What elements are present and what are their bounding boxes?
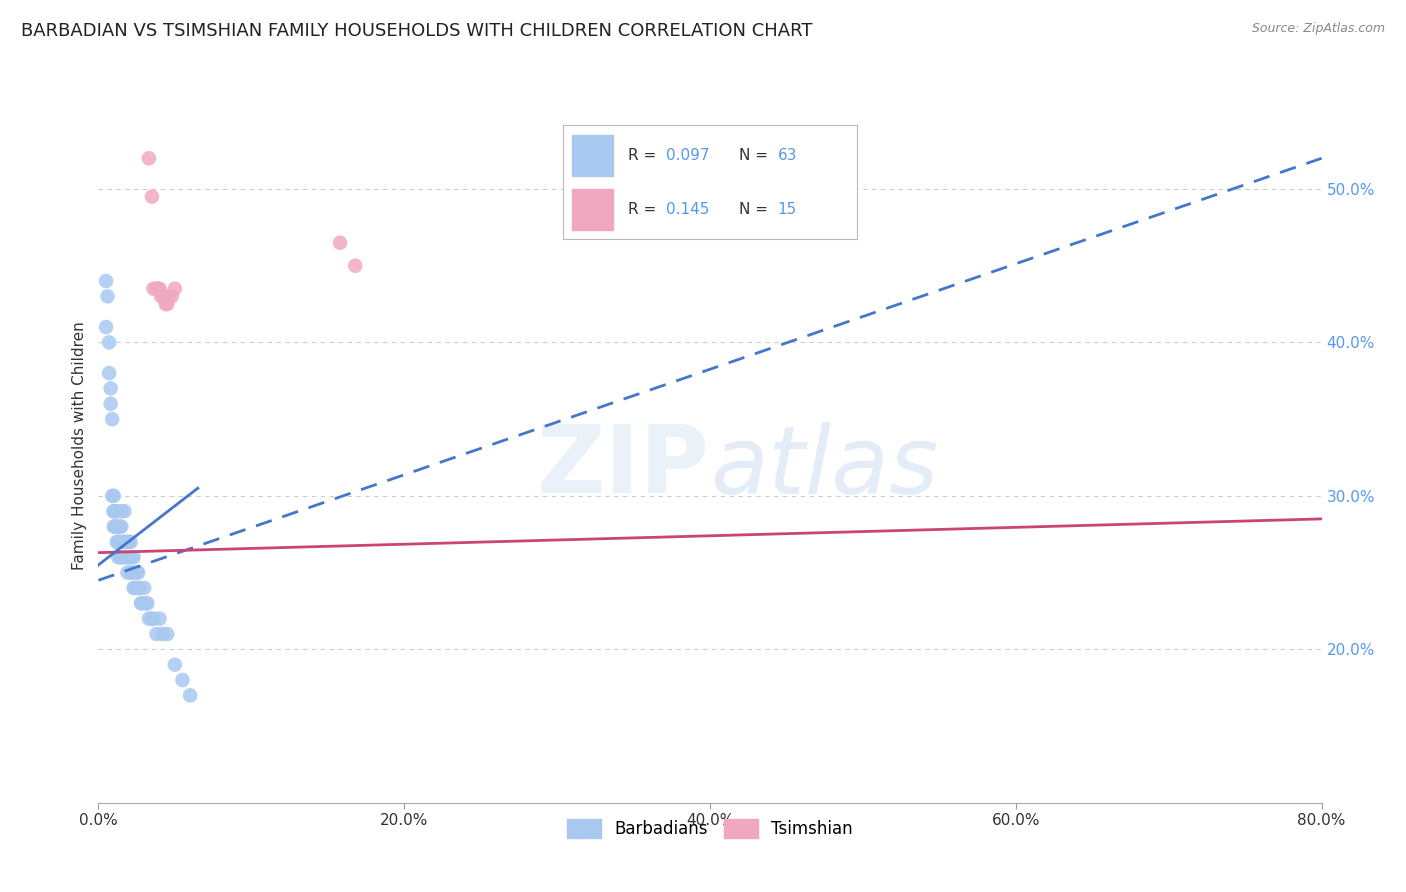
Point bbox=[100, 397, 122, 411]
Point bbox=[108, 550, 131, 565]
Point bbox=[142, 282, 165, 296]
Point bbox=[138, 612, 160, 626]
Point bbox=[108, 519, 131, 533]
Point bbox=[120, 535, 142, 549]
Point bbox=[118, 535, 141, 549]
Point bbox=[121, 550, 143, 565]
Point bbox=[105, 504, 128, 518]
Point bbox=[117, 566, 139, 580]
Point bbox=[105, 535, 128, 549]
Point bbox=[179, 689, 201, 703]
Text: BARBADIAN VS TSIMSHIAN FAMILY HOUSEHOLDS WITH CHILDREN CORRELATION CHART: BARBADIAN VS TSIMSHIAN FAMILY HOUSEHOLDS… bbox=[21, 22, 813, 40]
Point bbox=[111, 535, 134, 549]
Point bbox=[111, 550, 134, 565]
Point bbox=[156, 627, 179, 641]
Point bbox=[128, 581, 150, 595]
Point bbox=[141, 612, 163, 626]
Legend: Barbadians, Tsimshian: Barbadians, Tsimshian bbox=[561, 812, 859, 845]
Point bbox=[127, 581, 149, 595]
Point bbox=[157, 289, 180, 303]
Point bbox=[122, 550, 145, 565]
Point bbox=[110, 504, 132, 518]
Point bbox=[150, 289, 173, 303]
Point bbox=[153, 289, 176, 303]
Point bbox=[156, 297, 179, 311]
Point bbox=[103, 519, 125, 533]
Point bbox=[124, 581, 146, 595]
Point bbox=[127, 566, 149, 580]
Point bbox=[103, 489, 125, 503]
Point bbox=[105, 519, 128, 533]
Text: atlas: atlas bbox=[710, 422, 938, 513]
Point bbox=[120, 566, 142, 580]
Point bbox=[103, 504, 125, 518]
Point bbox=[118, 550, 141, 565]
Point bbox=[146, 282, 169, 296]
Point bbox=[149, 612, 172, 626]
Text: Source: ZipAtlas.com: Source: ZipAtlas.com bbox=[1251, 22, 1385, 36]
Point bbox=[107, 535, 129, 549]
Point bbox=[138, 151, 160, 165]
Point bbox=[110, 550, 132, 565]
Point bbox=[112, 535, 135, 549]
Point bbox=[94, 320, 117, 334]
Point bbox=[107, 535, 129, 549]
Point bbox=[103, 504, 125, 518]
Point bbox=[145, 282, 167, 296]
Point bbox=[129, 596, 152, 610]
Point bbox=[94, 274, 117, 288]
Point bbox=[152, 627, 174, 641]
Point bbox=[155, 297, 177, 311]
Point bbox=[100, 381, 122, 395]
Point bbox=[117, 550, 139, 565]
Point bbox=[101, 489, 124, 503]
Point bbox=[112, 504, 135, 518]
Point bbox=[160, 289, 183, 303]
Point bbox=[98, 335, 121, 350]
Point bbox=[344, 259, 367, 273]
Point bbox=[101, 412, 124, 426]
Point bbox=[172, 673, 194, 687]
Point bbox=[97, 289, 120, 303]
Point bbox=[141, 189, 163, 203]
Point bbox=[104, 504, 127, 518]
Y-axis label: Family Households with Children: Family Households with Children bbox=[72, 322, 87, 570]
Point bbox=[149, 282, 172, 296]
Point bbox=[135, 596, 157, 610]
Point bbox=[107, 550, 129, 565]
Point bbox=[122, 581, 145, 595]
Point bbox=[115, 550, 138, 565]
Point bbox=[145, 627, 167, 641]
Point bbox=[134, 581, 156, 595]
Point bbox=[163, 657, 186, 672]
Point bbox=[136, 596, 159, 610]
Point bbox=[125, 566, 148, 580]
Point bbox=[110, 519, 132, 533]
Point bbox=[142, 612, 165, 626]
Point bbox=[121, 566, 143, 580]
Point bbox=[329, 235, 352, 250]
Point bbox=[163, 282, 186, 296]
Point bbox=[98, 366, 121, 380]
Point bbox=[104, 519, 127, 533]
Point bbox=[115, 535, 138, 549]
Point bbox=[108, 535, 131, 549]
Point bbox=[129, 596, 152, 610]
Text: ZIP: ZIP bbox=[537, 421, 710, 514]
